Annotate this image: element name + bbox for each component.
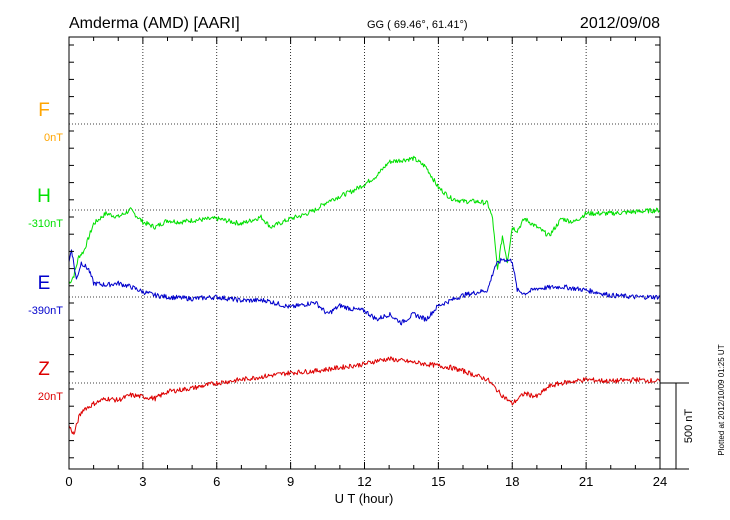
component-labels: F 0nT H -310nT E -390nT Z 20nT [28,100,63,403]
x-tick-label: 0 [65,474,72,489]
component-baseline-e: -390nT [28,305,63,317]
x-tick-label: 12 [357,474,371,489]
x-tick-label: 9 [287,474,294,489]
x-tick-label: 3 [139,474,146,489]
grid-lines [69,37,660,469]
station-title: Amderma (AMD) [AARI] [69,15,240,32]
axis-ticks [68,37,661,469]
component-label-h: H [37,186,51,207]
series-layer [68,155,661,435]
component-baseline-h: -310nT [28,218,63,230]
scale-bar: 500 nT [660,382,695,470]
component-label-f: F [38,100,50,121]
series-e-line [68,249,661,326]
x-tick-labels: 0 3 6 9 12 15 18 21 24 [65,474,667,489]
x-tick-label: 18 [505,474,519,489]
station-coords: GG ( 69.46°, 61.41°) [367,19,468,31]
x-tick-label: 24 [653,474,667,489]
component-label-z: Z [38,359,50,380]
x-tick-label: 15 [431,474,445,489]
x-tick-label: 21 [579,474,593,489]
component-baseline-f: 0nT [44,132,63,144]
plot-area [68,36,661,470]
x-tick-label: 6 [213,474,220,489]
component-label-e: E [38,273,51,294]
component-baseline-z: 20nT [38,391,63,403]
date-label: 2012/09/08 [580,15,660,32]
scale-bar-label: 500 nT [683,409,695,444]
x-axis-title: U T (hour) [335,491,394,506]
series-h-line [68,155,661,285]
series-z-line [68,356,661,435]
plotted-timestamp: Plotted at 2012/10/09 01:25 UT [717,344,726,455]
